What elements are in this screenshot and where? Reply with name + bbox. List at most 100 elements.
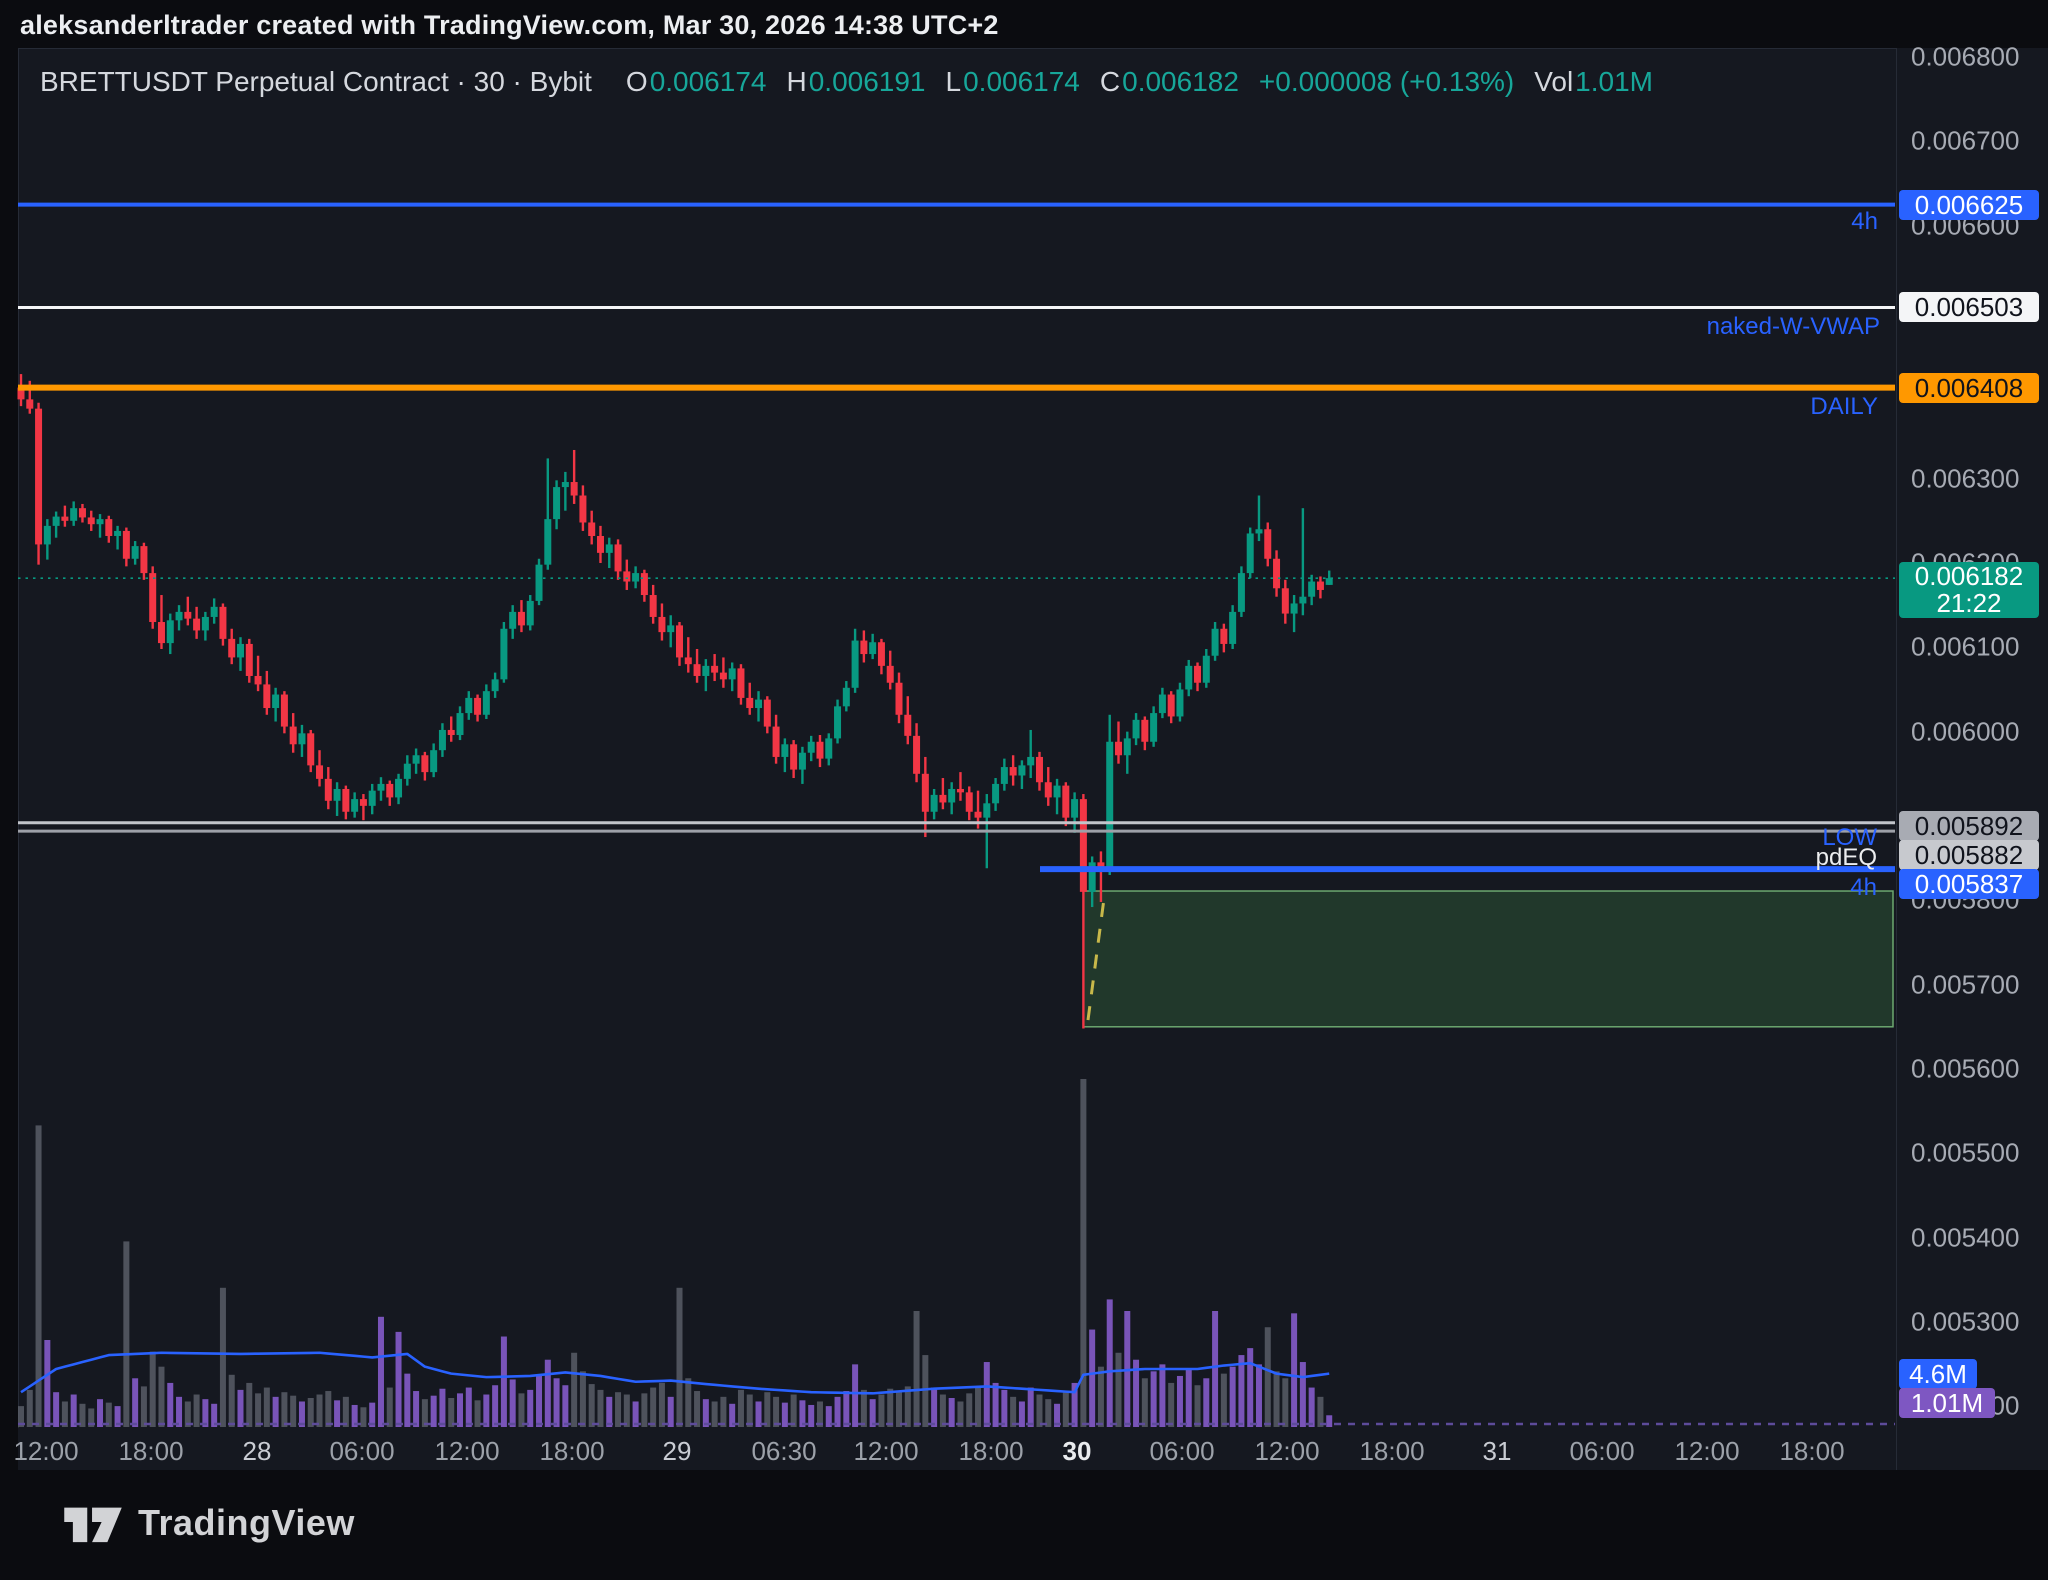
volume-bar [1176, 1375, 1183, 1427]
candle-body [939, 794, 947, 803]
volume-bar [193, 1394, 200, 1427]
forecast-dashed-line[interactable] [1086, 898, 1106, 1021]
candle-body [245, 643, 253, 676]
volume-ma-badge[interactable]: 4.6M [1899, 1359, 1977, 1389]
volume-bar [1036, 1394, 1043, 1427]
volume-ma-line [20, 1351, 1330, 1395]
candle-body [184, 611, 192, 619]
candle-body [201, 616, 209, 631]
candle-body [992, 783, 1000, 804]
level-pdeq-badge[interactable]: 0.005882 [1899, 840, 2039, 870]
candle-body [886, 665, 894, 683]
volume-bar [711, 1401, 718, 1427]
current-price-badge[interactable]: 0.006182 21:22 [1899, 562, 2039, 618]
volume-bar [342, 1396, 349, 1427]
volume-bar [536, 1375, 543, 1427]
level-label-pdeq[interactable]: pdEQ [1815, 844, 1877, 871]
candle-body [1106, 741, 1114, 870]
candle-body [438, 729, 446, 751]
candle-body [1009, 767, 1017, 776]
time-tick: 28 [242, 1436, 272, 1466]
volume-bar [1308, 1387, 1315, 1427]
candle-wick [1257, 495, 1261, 542]
volume-bar [992, 1382, 999, 1427]
symbol-legend[interactable]: BRETTUSDT Perpetual Contract · 30 · Bybi… [40, 66, 1653, 98]
volume-bar [386, 1387, 393, 1427]
candle-body [1290, 603, 1298, 614]
price-axis[interactable]: 0.0068000.0067000.0066000.0063000.006200… [1896, 42, 2048, 1470]
volume-bar [781, 1402, 788, 1427]
volume-bar [325, 1391, 332, 1427]
candle-body [175, 611, 183, 621]
symbol-title[interactable]: BRETTUSDT Perpetual Contract · 30 · Bybi… [40, 66, 592, 97]
volume-bar [290, 1395, 297, 1427]
volume-bar [1018, 1401, 1025, 1427]
candle-body [298, 733, 306, 745]
candle-wick [256, 655, 260, 692]
level-vwap-badge[interactable]: 0.006503 [1899, 292, 2039, 322]
candle-body [535, 564, 543, 601]
candle-body [157, 622, 165, 644]
candle-body [333, 788, 341, 801]
candle-wick [564, 471, 567, 511]
candle-wick [959, 772, 962, 801]
volume-bar [105, 1402, 112, 1427]
level-label-daily[interactable]: DAILY [1810, 393, 1878, 420]
volume-bar [1080, 1079, 1087, 1427]
change-readout: +0.000008 (+0.13%) [1258, 66, 1515, 97]
level-label-4h-low[interactable]: 4h [1850, 874, 1877, 901]
time-tick: 12:00 [1674, 1436, 1740, 1466]
volume-bar [219, 1287, 226, 1427]
volume-bar [439, 1388, 446, 1427]
candle-body [1035, 756, 1043, 783]
volume-bar [202, 1399, 209, 1427]
volume-bar [746, 1394, 753, 1427]
candle-body [913, 735, 921, 774]
candle-body [1316, 581, 1324, 590]
volume-bar [307, 1398, 314, 1427]
candle-body [781, 744, 789, 757]
volume-bar [676, 1287, 683, 1427]
volume-readout: Vol 1.01M [1534, 66, 1653, 97]
volume-bar [79, 1403, 86, 1427]
low-readout: L 0.006174 [945, 66, 1080, 97]
volume-bar [922, 1355, 929, 1427]
level-low-badge[interactable]: 0.005892 [1899, 811, 2039, 841]
candle-body [719, 672, 727, 680]
volume-bar [1001, 1389, 1008, 1427]
level-4h-high-badge[interactable]: 0.006625 [1899, 190, 2039, 220]
volume-bar [211, 1403, 218, 1427]
projection-box[interactable] [1082, 890, 1894, 1028]
candle-body [1123, 738, 1131, 756]
volume-bar [579, 1371, 586, 1427]
candle-body [1194, 665, 1202, 683]
volume-bar [887, 1388, 894, 1427]
candle-body [728, 668, 736, 680]
level-label-naked-w-vwap[interactable]: naked-W-VWAP [1706, 313, 1880, 340]
level-label-low[interactable]: LOW [1822, 824, 1877, 851]
volume-bar [26, 1389, 33, 1427]
volume-bar [369, 1402, 376, 1427]
candle-body [1273, 558, 1281, 589]
volume-bar [1212, 1311, 1219, 1427]
time-tick: 06:00 [1149, 1436, 1215, 1466]
price-tick: 0.005700 [1911, 969, 2020, 1000]
volume-bar [650, 1387, 657, 1427]
volume-bar [966, 1393, 973, 1427]
level-daily-badge[interactable]: 0.006408 [1899, 373, 2039, 403]
level-label-4h-high[interactable]: 4h [1851, 208, 1878, 235]
level-4h-low-badge[interactable]: 0.005837 [1899, 869, 2039, 899]
volume-current-badge[interactable]: 1.01M [1899, 1388, 1995, 1418]
time-tick: 30 [1062, 1436, 1092, 1466]
volume-bar [1273, 1371, 1280, 1427]
time-tick: 18:00 [539, 1436, 605, 1466]
volume-bar [1054, 1403, 1061, 1427]
time-axis[interactable]: 12:00 18:00 28 06:00 12:00 18:00 29 06:30 12:00 1… [13, 1428, 1896, 1470]
volume-bar [184, 1401, 191, 1427]
volume-bar [334, 1400, 341, 1427]
candle-body [342, 788, 350, 812]
candle-body [1176, 689, 1184, 717]
volume-bar [1299, 1362, 1306, 1427]
